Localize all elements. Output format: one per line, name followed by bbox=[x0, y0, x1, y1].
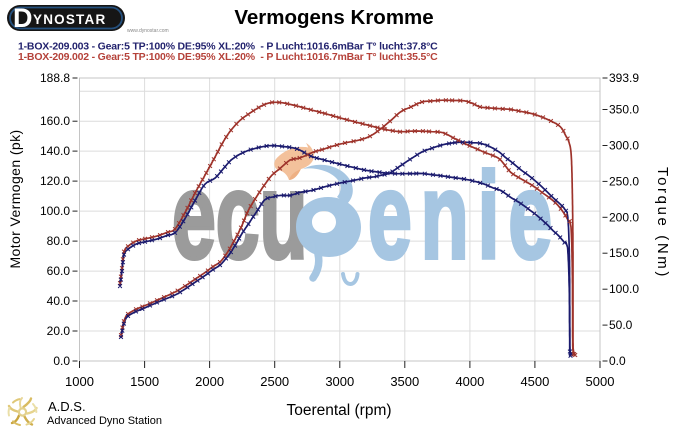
svg-text:100.0: 100.0 bbox=[609, 282, 639, 296]
svg-text:www.dynostar.com: www.dynostar.com bbox=[127, 28, 169, 34]
svg-text:Advanced Dyno Station: Advanced Dyno Station bbox=[47, 415, 162, 427]
svg-text:Toerental (rpm): Toerental (rpm) bbox=[286, 402, 391, 419]
svg-text:1-BOX-209.003 - Gear:5 TP:100%: 1-BOX-209.003 - Gear:5 TP:100% DE:95% XL… bbox=[18, 41, 438, 53]
svg-text:2500: 2500 bbox=[260, 374, 289, 389]
svg-text:Vermogens Kromme: Vermogens Kromme bbox=[234, 6, 433, 29]
svg-text:Torque (Nm): Torque (Nm) bbox=[654, 167, 671, 279]
svg-text:140.0: 140.0 bbox=[40, 144, 70, 158]
svg-text:188.8: 188.8 bbox=[40, 71, 70, 85]
svg-text:350.0: 350.0 bbox=[609, 103, 639, 117]
svg-text:120.0: 120.0 bbox=[40, 174, 70, 188]
svg-text:250.0: 250.0 bbox=[609, 174, 639, 188]
svg-text:4500: 4500 bbox=[520, 374, 549, 389]
svg-text:3500: 3500 bbox=[390, 374, 419, 389]
svg-text:200.0: 200.0 bbox=[609, 210, 639, 224]
svg-text:393.9: 393.9 bbox=[609, 71, 639, 85]
svg-text:0.0: 0.0 bbox=[53, 354, 70, 368]
svg-text:3000: 3000 bbox=[325, 374, 354, 389]
svg-text:300.0: 300.0 bbox=[609, 139, 639, 153]
svg-text:50.0: 50.0 bbox=[609, 318, 633, 332]
svg-text:1500: 1500 bbox=[130, 374, 159, 389]
svg-text:4000: 4000 bbox=[455, 374, 484, 389]
svg-text:2000: 2000 bbox=[195, 374, 224, 389]
svg-text:1-BOX-209.002 - Gear:5 TP:100%: 1-BOX-209.002 - Gear:5 TP:100% DE:95% XL… bbox=[18, 51, 438, 63]
svg-text:150.0: 150.0 bbox=[609, 246, 639, 260]
svg-text:0.0: 0.0 bbox=[609, 354, 626, 368]
svg-text:5000: 5000 bbox=[586, 374, 615, 389]
svg-text:100.0: 100.0 bbox=[40, 204, 70, 218]
svg-text:20.0: 20.0 bbox=[47, 324, 71, 338]
svg-text:D: D bbox=[13, 3, 33, 33]
svg-text:YNOSTAR: YNOSTAR bbox=[33, 12, 106, 27]
svg-text:1000: 1000 bbox=[65, 374, 94, 389]
svg-text:A.D.S.: A.D.S. bbox=[48, 399, 86, 414]
svg-text:80.0: 80.0 bbox=[47, 234, 71, 248]
svg-text:160.0: 160.0 bbox=[40, 114, 70, 128]
svg-text:Motor Vermogen (pk): Motor Vermogen (pk) bbox=[7, 129, 23, 268]
svg-text:60.0: 60.0 bbox=[47, 264, 71, 278]
svg-text:40.0: 40.0 bbox=[47, 294, 71, 308]
